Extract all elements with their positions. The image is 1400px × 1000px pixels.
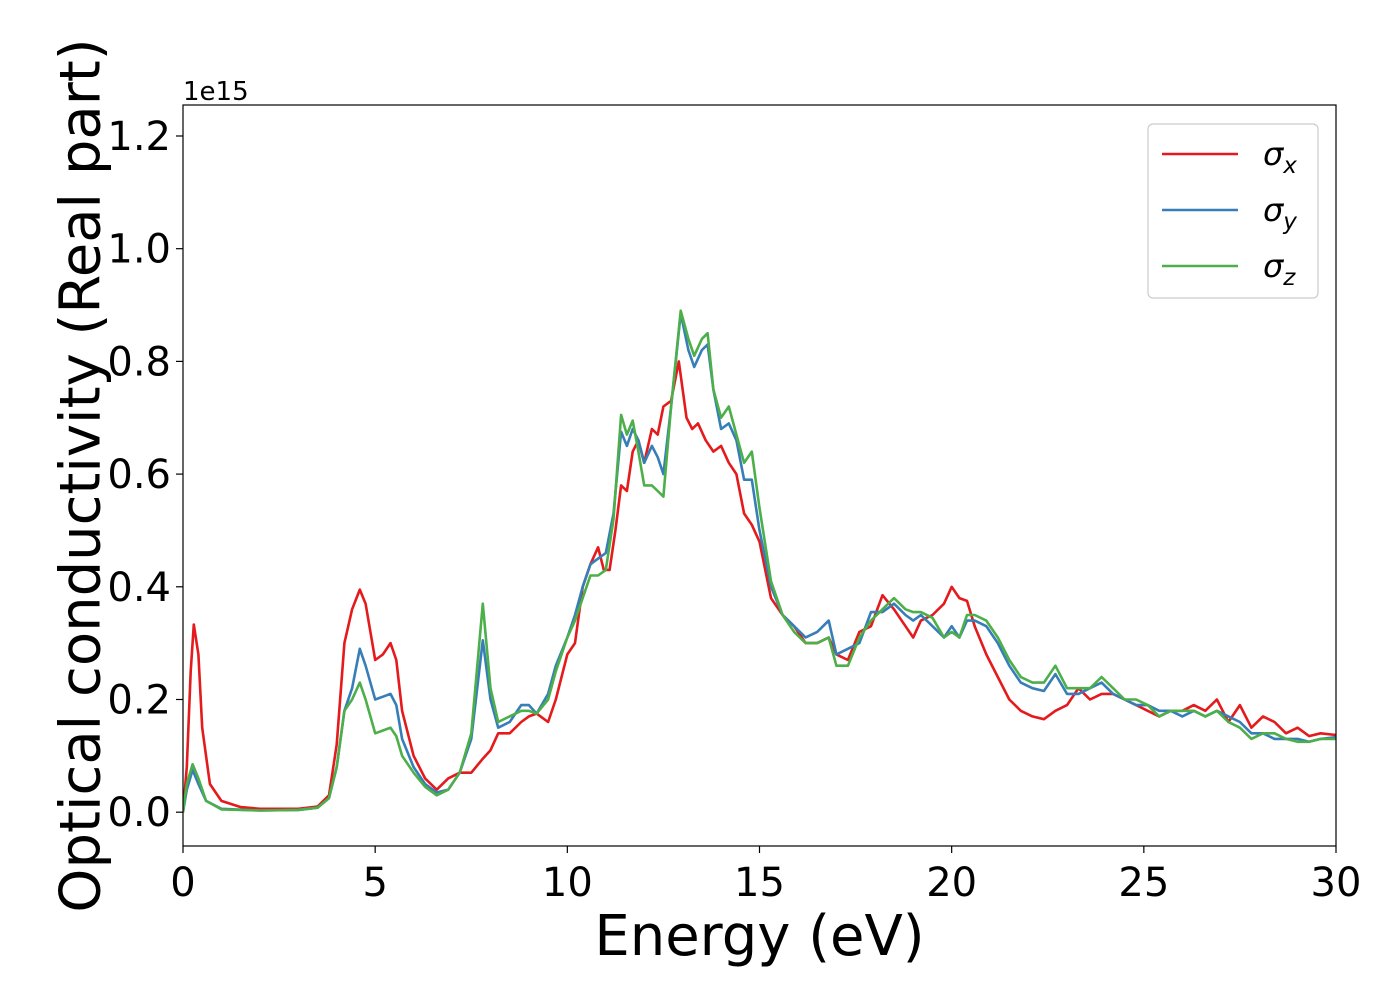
y-axis-title: Optical conductivity (Real part)	[49, 38, 114, 912]
legend-label-z: σz	[1263, 247, 1296, 291]
axes-layer: 0 5 10 15 20 25 30 0.0 0.2 0.4 0.6 0.8 1.0 1.2	[107, 114, 1361, 906]
series-line-y	[183, 312, 1336, 813]
x-tick-label: 15	[734, 860, 785, 906]
x-tick-label: 5	[362, 860, 387, 906]
x-tick-label: 0	[170, 860, 195, 906]
y-tick-label: 0.4	[107, 565, 171, 611]
series-layer	[183, 309, 1336, 813]
y-tick-label: 0.8	[107, 339, 171, 385]
y-tick-label: 1.0	[107, 227, 171, 273]
series-line-z	[183, 309, 1336, 813]
y-offset-label: 1e15	[183, 77, 249, 107]
x-axis-title: Energy (eV)	[594, 904, 924, 969]
x-tick-label: 30	[1311, 860, 1362, 906]
y-tick-label: 0.6	[107, 452, 171, 498]
x-tick-label: 25	[1118, 860, 1169, 906]
y-tick-label: 1.2	[107, 114, 171, 160]
legend: σx σy σz	[1147, 123, 1319, 299]
legend-label-x: σx	[1263, 135, 1297, 179]
x-tick-label: 10	[542, 860, 593, 906]
x-tick-label: 20	[926, 860, 977, 906]
series-line-x	[183, 360, 1336, 813]
y-tick-label: 0.2	[107, 677, 171, 723]
legend-label-y: σy	[1263, 191, 1297, 235]
y-tick-label: 0.0	[107, 790, 171, 836]
